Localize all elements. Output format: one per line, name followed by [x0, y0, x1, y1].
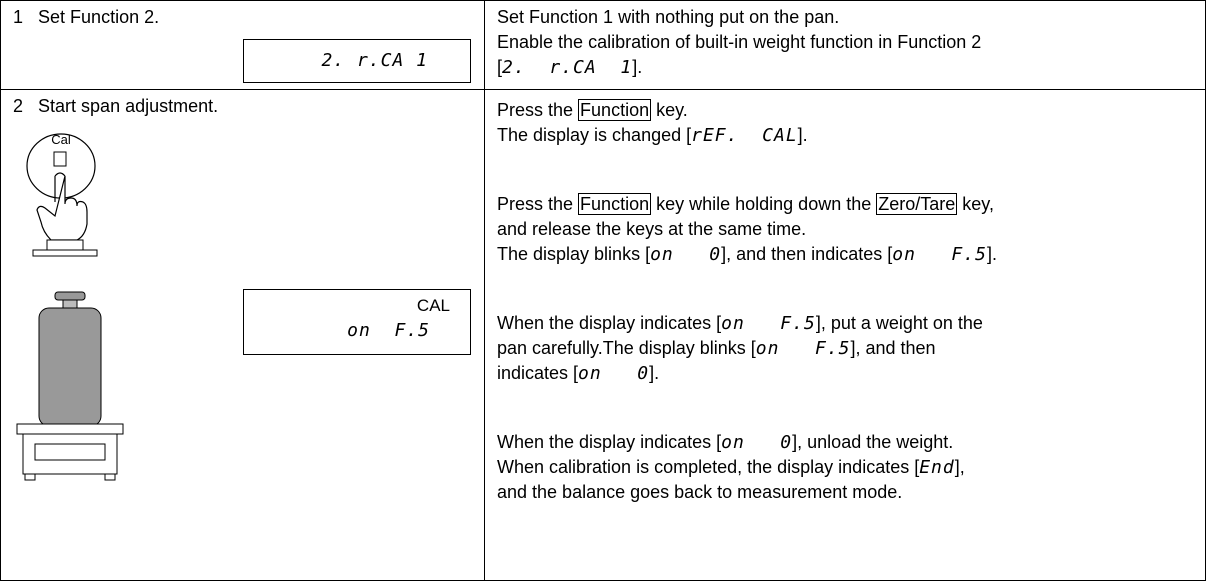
display-box: 2. r.CA 1 — [243, 39, 471, 83]
display-reading: on F.5 — [892, 244, 987, 265]
hand — [36, 172, 88, 241]
text-line: Press the Function key. — [497, 98, 997, 123]
text-line: The display blinks [on 0], and then indi… — [497, 242, 997, 267]
paragraph: Press the Function key while holding dow… — [497, 192, 997, 267]
text: ]. — [797, 125, 808, 145]
cuff — [46, 239, 84, 251]
cell-right-1: Set Function 1 with nothing put on the p… — [484, 0, 1206, 90]
text: key while holding down the — [651, 194, 877, 214]
text: ], put a weight on the — [815, 313, 983, 333]
step-1: 1 Set Function 2. — [13, 7, 159, 28]
text-line: When the display indicates [on 0], unloa… — [497, 430, 997, 455]
text: The display is changed [ — [497, 125, 692, 145]
display-reading: on F.5 — [755, 338, 851, 359]
text: When the display indicates [ — [497, 313, 722, 333]
text: and release the keys at the same time. — [497, 219, 807, 239]
step-2: 2 Start span adjustment. — [13, 96, 218, 117]
display-reading: 2. r.CA 1 — [502, 57, 633, 78]
text-line: and the balance goes back to measurement… — [497, 480, 997, 505]
weight-icon — [53, 151, 67, 167]
paragraph: When the display indicates [on F.5], put… — [497, 311, 997, 386]
display-reading: on 0 — [721, 432, 793, 453]
display-reading: on 0 — [578, 363, 650, 384]
text-line: Enable the calibration of built-in weigh… — [497, 30, 981, 55]
step-number: 2 — [13, 96, 24, 116]
text: key, — [957, 194, 994, 214]
display-reading: on F.5 — [721, 313, 816, 334]
paragraph: When the display indicates [on 0], unloa… — [497, 430, 997, 505]
text-line: pan carefully.The display blinks [on F.5… — [497, 336, 997, 361]
cell-right-2: Press the Function key. The display is ch… — [484, 89, 1206, 581]
balance-display — [34, 443, 106, 461]
text-line: indicates [on 0]. — [497, 361, 997, 386]
foot — [104, 473, 116, 481]
key-name: Zero/Tare — [876, 193, 958, 215]
cal-label: Cal — [51, 132, 71, 147]
text-line: The display is changed [rEF. CAL]. — [497, 123, 997, 148]
weight-neck — [62, 299, 78, 309]
text: The display blinks [ — [497, 244, 651, 264]
paragraph: Set Function 1 with nothing put on the p… — [497, 5, 981, 80]
step-number: 1 — [13, 7, 24, 27]
text: Press the — [497, 100, 579, 120]
text: Enable the calibration of built-in weigh… — [497, 32, 982, 52]
text: Press the — [497, 194, 579, 214]
step-title: Set Function 2. — [38, 7, 160, 27]
display-mode: CAL — [416, 296, 450, 315]
text: [ — [497, 57, 503, 77]
key-name: Function — [578, 193, 652, 215]
instructions: Press the Function key. The display is ch… — [497, 98, 997, 505]
text: ]. — [986, 244, 997, 264]
text: pan carefully.The display blinks [ — [497, 338, 756, 358]
text: ], and then indicates [ — [721, 244, 893, 264]
text-line: When calibration is completed, the displ… — [497, 455, 997, 480]
cuff-base — [32, 249, 98, 257]
text-line: and release the keys at the same time. — [497, 217, 997, 242]
text: key. — [651, 100, 688, 120]
key-name: Function — [578, 99, 652, 121]
text: ]. — [632, 57, 643, 77]
text: and the balance goes back to measurement… — [497, 482, 903, 502]
text: indicates [ — [497, 363, 579, 383]
text: ]. — [649, 363, 660, 383]
cell-left-2: 2 Start span adjustment. Cal CAL on F.5 — [0, 89, 485, 581]
display-reading: on 0 — [650, 244, 722, 265]
text-line: [2. r.CA 1]. — [497, 55, 981, 80]
foot — [24, 473, 36, 481]
weight — [38, 307, 102, 427]
instructions: Set Function 1 with nothing put on the p… — [497, 5, 981, 80]
illustration: Cal — [16, 132, 124, 481]
text: When calibration is completed, the displ… — [497, 457, 920, 477]
display-reading: rEF. CAL — [691, 125, 798, 146]
cell-left-1: 1 Set Function 2. 2. r.CA 1 — [0, 0, 485, 90]
display-reading: End — [919, 457, 955, 478]
step-title: Start span adjustment. — [38, 96, 219, 116]
display-box: CAL on F.5 — [243, 289, 471, 355]
text: When the display indicates [ — [497, 432, 722, 452]
text: Set Function 1 with nothing put on the p… — [497, 7, 840, 27]
text: ], unload the weight. — [792, 432, 954, 452]
pan — [16, 423, 124, 435]
text-line: When the display indicates [on F.5], put… — [497, 311, 997, 336]
text-line: Press the Function key while holding dow… — [497, 192, 997, 217]
paragraph: Press the Function key. The display is ch… — [497, 98, 997, 148]
display-text: on F.5 — [347, 320, 430, 341]
text-line: Set Function 1 with nothing put on the p… — [497, 5, 981, 30]
weight-top — [54, 291, 86, 301]
text: ], and then — [850, 338, 936, 358]
display-text: 2. r.CA 1 — [321, 50, 428, 71]
text: ], — [954, 457, 965, 477]
